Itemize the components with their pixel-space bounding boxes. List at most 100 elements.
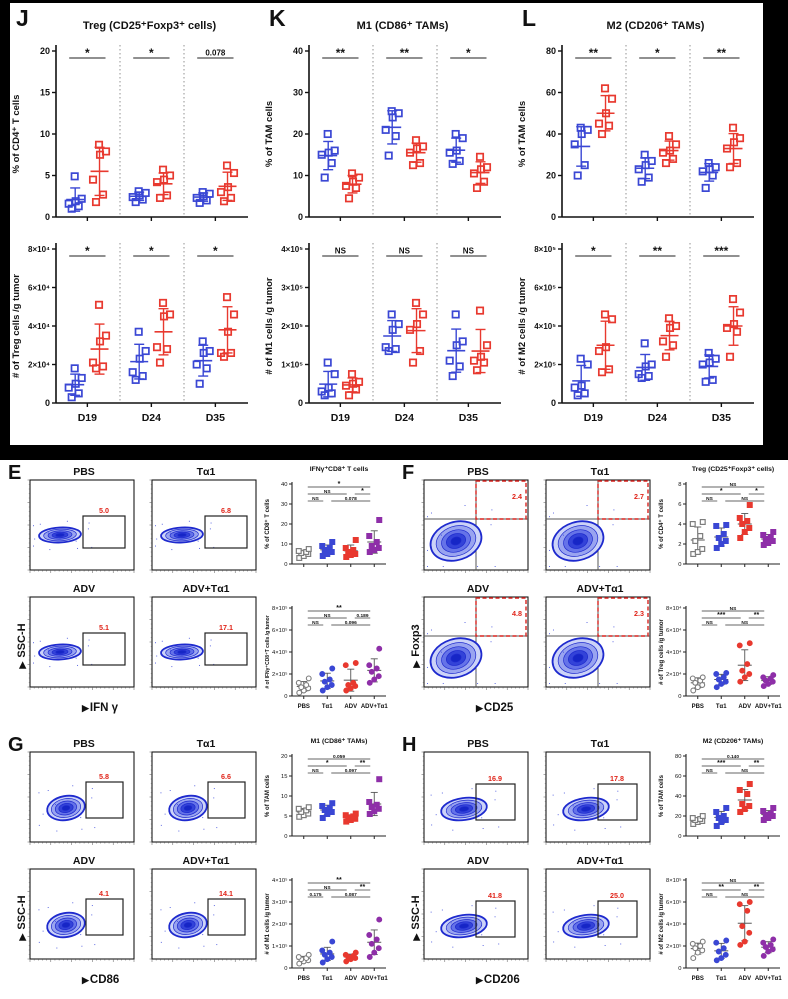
data-point (594, 119, 604, 128)
svg-text:0: 0 (284, 966, 287, 972)
data-point (640, 150, 649, 159)
flow-x-axis-label: ▶CD206 (476, 974, 520, 986)
svg-text:**: ** (336, 46, 346, 60)
flow-plot-title: Tα1 (196, 738, 216, 750)
data-point (671, 321, 681, 331)
flow-plot-canvas: 14.1 (149, 868, 257, 962)
svg-text:*: * (338, 481, 341, 488)
flow-plot-Tα1: Tα1 6.8 (148, 466, 264, 577)
svg-text:**: ** (400, 46, 410, 60)
data-point (697, 943, 704, 949)
data-point (762, 944, 769, 951)
gate-region (204, 515, 248, 549)
data-point (577, 381, 586, 390)
svg-text:0: 0 (678, 966, 681, 972)
svg-text:NS: NS (706, 620, 713, 626)
data-point (720, 674, 727, 681)
up-arrow-icon: ▶ (411, 659, 421, 668)
svg-text:20: 20 (675, 814, 681, 820)
svg-text:6×10⁴: 6×10⁴ (666, 627, 682, 634)
data-point (765, 948, 772, 955)
svg-text:NS: NS (335, 247, 347, 256)
data-point (295, 547, 302, 554)
data-point (699, 938, 706, 945)
flow-plot-ADV: ADV 4.1 (26, 855, 142, 966)
gate-region (207, 781, 246, 819)
data-point (368, 668, 375, 675)
svg-text:60: 60 (546, 88, 556, 98)
data-point (661, 158, 671, 168)
svg-text:PBS: PBS (692, 976, 704, 982)
flow-plot-PBS: PBS 16.9 (420, 738, 536, 849)
svg-text:0.096: 0.096 (345, 620, 357, 626)
svg-text:# of M1 cells /g tumor: # of M1 cells /g tumor (264, 277, 275, 374)
data-point (381, 125, 390, 134)
x-axis-text: CD25 (483, 702, 514, 714)
svg-text:# of M2 cells /g tumor: # of M2 cells /g tumor (659, 893, 665, 955)
data-point (387, 310, 396, 319)
data-point (348, 177, 358, 186)
panel-letter-J: J (16, 5, 29, 31)
data-point (216, 188, 226, 197)
svg-text:NS: NS (324, 489, 331, 495)
data-point (729, 138, 739, 147)
data-point (722, 144, 732, 153)
data-point (352, 536, 359, 543)
flow-plot-canvas: 41.8 (421, 868, 529, 962)
svg-text:2.4: 2.4 (512, 492, 522, 501)
svg-text:Tα1: Tα1 (716, 976, 727, 982)
svg-text:**: ** (589, 46, 599, 60)
svg-text:6.8: 6.8 (221, 506, 231, 515)
data-point (583, 360, 592, 369)
data-point (376, 776, 383, 783)
svg-text:**: ** (754, 884, 760, 891)
data-point (472, 183, 482, 193)
svg-text:8×10⁵: 8×10⁵ (666, 877, 682, 884)
data-point (94, 140, 104, 149)
data-point (394, 320, 403, 329)
data-point (718, 955, 725, 962)
panel-title-L: M2 (CD206⁺ TAMs) (606, 20, 705, 32)
data-point (767, 810, 774, 817)
data-point (713, 939, 720, 946)
panel-letter-L: L (522, 5, 537, 31)
flow-plot-title: Tα1 (590, 738, 610, 750)
svg-text:*: * (149, 244, 154, 258)
gate-region (85, 781, 124, 819)
svg-text:10: 10 (281, 542, 287, 548)
flow-plot-canvas: 6.8 (149, 479, 257, 573)
svg-text:PBS: PBS (298, 976, 310, 982)
svg-text:2×10⁵: 2×10⁵ (272, 921, 288, 928)
svg-text:0.175: 0.175 (309, 892, 321, 898)
svg-text:4×10⁵: 4×10⁵ (666, 921, 682, 928)
data-point (328, 682, 335, 688)
svg-text:3×10⁵: 3×10⁵ (272, 899, 288, 906)
flow-plot-canvas: 17.8 (543, 751, 651, 845)
svg-text:6×10⁵: 6×10⁵ (666, 899, 682, 906)
y-axis-text: Foxp3 (410, 624, 422, 657)
svg-text:41.8: 41.8 (488, 891, 502, 900)
scatter-column-F: Treg (CD25⁺Foxp3⁺ cells) 0 2 4 6 8 % of CD4⁺ T… (656, 462, 786, 727)
flow-y-axis-label: ▶ SSC-H (16, 868, 28, 968)
dotplot-J-count: 0 2×10⁴ 4×10⁴ 6×10⁴ 8×10⁴ # of Treg cells /g … (11, 243, 248, 424)
data-point (295, 679, 302, 686)
svg-text:0.189: 0.189 (356, 613, 368, 619)
data-point (604, 121, 614, 130)
svg-text:2×10⁴: 2×10⁴ (666, 671, 682, 678)
data-point (634, 370, 643, 379)
data-point (698, 167, 707, 176)
svg-text:8×10⁵: 8×10⁵ (272, 605, 288, 612)
data-point (744, 907, 751, 914)
data-point (699, 545, 706, 552)
data-point (634, 165, 643, 174)
data-point (344, 194, 354, 203)
svg-text:# of Treg cells /g tumor: # of Treg cells /g tumor (11, 274, 22, 378)
data-point (458, 134, 467, 143)
data-point (98, 362, 108, 371)
data-point (94, 300, 104, 309)
flow-plot-title: ADV (72, 855, 96, 867)
svg-text:D19: D19 (331, 412, 350, 424)
svg-text:ADV: ADV (738, 976, 751, 982)
